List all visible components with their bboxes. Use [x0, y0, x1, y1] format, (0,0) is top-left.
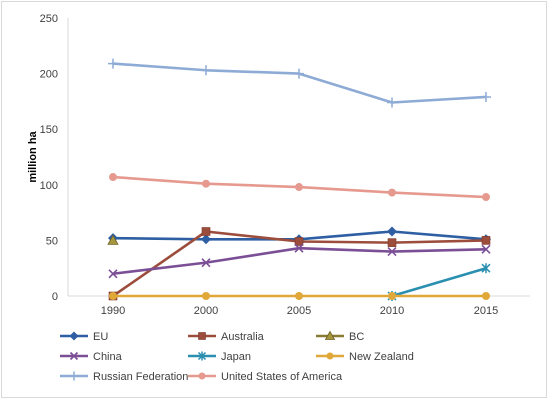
data-point [202, 292, 210, 300]
series-bc [107, 234, 119, 245]
x-tick-labels: 1990 2000 2005 2010 2015 [101, 305, 498, 317]
data-point [201, 65, 211, 76]
data-point [387, 246, 397, 257]
data-point [294, 68, 304, 79]
x-tick-label: 2015 [474, 305, 498, 317]
x-tick-label: 1990 [101, 305, 125, 317]
data-point [109, 292, 117, 300]
series-line [112, 246, 487, 276]
data-point [295, 183, 303, 192]
series-china [108, 243, 491, 279]
series-united-states-of-america [109, 173, 490, 202]
legend-marker [198, 372, 206, 380]
data-point [387, 226, 397, 237]
legend-marker [69, 331, 79, 341]
legend-label: United States of America [221, 371, 343, 383]
legend-label: China [93, 351, 123, 363]
data-point [481, 236, 491, 245]
legend-marker [69, 351, 79, 361]
legend-item: Australia [188, 331, 265, 343]
data-point [202, 179, 210, 188]
data-point [109, 173, 117, 182]
legend: EU Australia BC China Japan New Zealand Russia… [60, 330, 414, 383]
data-point [108, 58, 118, 69]
legend-item: Russian Federation [60, 371, 188, 383]
data-point [481, 91, 491, 102]
y-tick-label: 100 [40, 180, 58, 192]
series-group [107, 58, 491, 301]
legend-label: Japan [221, 351, 251, 363]
y-tick-label: 200 [40, 69, 58, 81]
legend-marker [324, 330, 336, 340]
y-tick-label: 0 [52, 291, 58, 303]
series-line [391, 266, 487, 298]
legend-item: EU [60, 331, 108, 343]
data-point [388, 188, 396, 197]
data-point [481, 263, 491, 274]
legend-label: New Zealand [349, 351, 414, 363]
data-point [482, 193, 490, 202]
data-point [108, 269, 118, 279]
legend-marker [198, 332, 206, 340]
y-tick-label: 50 [46, 235, 58, 247]
legend-label: EU [93, 331, 108, 343]
series-new-zealand [109, 292, 490, 300]
legend-marker [69, 371, 79, 381]
x-tick-label: 2010 [380, 305, 404, 317]
data-point [482, 292, 490, 300]
data-point [294, 237, 304, 246]
x-tick-label: 2005 [287, 305, 311, 317]
y-tick-labels: 0 50 100 150 200 250 [40, 13, 58, 303]
data-point [387, 238, 397, 247]
x-tick-label: 2000 [194, 305, 218, 317]
y-tick-label: 250 [40, 13, 58, 25]
data-point [201, 258, 211, 268]
legend-item: BC [316, 330, 364, 343]
legend-label: Australia [221, 331, 265, 343]
legend-label: Russian Federation [93, 371, 188, 383]
data-point [387, 97, 397, 108]
data-point [295, 292, 303, 300]
data-point [294, 243, 304, 253]
legend-item: United States of America [188, 371, 343, 383]
data-point [481, 244, 491, 254]
data-point [201, 234, 211, 245]
legend-marker [197, 351, 207, 361]
data-point [107, 234, 119, 245]
legend-item: Japan [188, 351, 251, 363]
series-russian-federation [108, 58, 491, 108]
y-tick-label: 150 [40, 124, 58, 136]
legend-label: BC [349, 331, 364, 343]
data-point [388, 292, 396, 300]
y-axis-label: million ha [27, 130, 39, 182]
data-point [201, 227, 211, 236]
legend-item: China [60, 351, 123, 363]
legend-marker [326, 352, 334, 360]
legend-item: New Zealand [316, 351, 414, 363]
